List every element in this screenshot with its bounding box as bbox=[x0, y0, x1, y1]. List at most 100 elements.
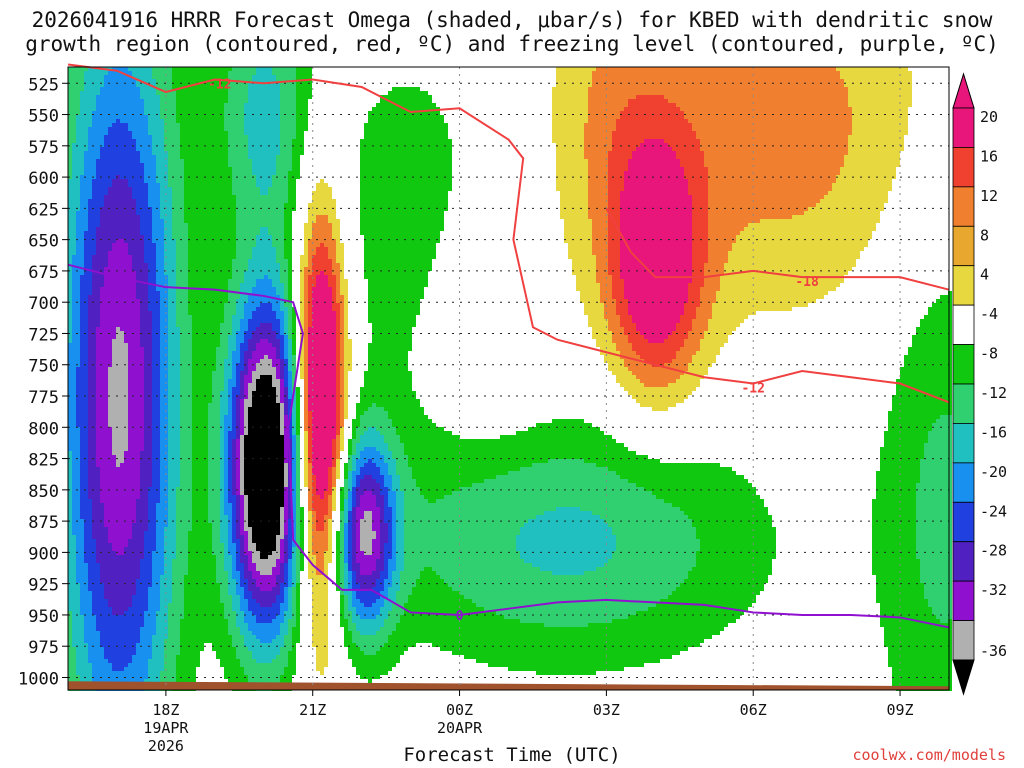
omega-cell bbox=[168, 307, 172, 311]
omega-cell bbox=[76, 167, 80, 171]
omega-cell bbox=[188, 319, 192, 323]
omega-cell bbox=[108, 587, 112, 591]
omega-cell bbox=[72, 319, 76, 323]
omega-cell bbox=[112, 399, 116, 403]
omega-cell bbox=[128, 399, 132, 403]
omega-cell bbox=[112, 231, 116, 235]
omega-cell bbox=[72, 87, 76, 91]
omega-cell bbox=[184, 207, 188, 211]
omega-cell bbox=[184, 351, 188, 355]
omega-cell bbox=[144, 527, 148, 531]
omega-cell bbox=[132, 559, 136, 563]
omega-cell bbox=[136, 375, 140, 379]
omega-cell bbox=[68, 179, 72, 183]
omega-cell bbox=[192, 127, 196, 131]
omega-cell bbox=[68, 351, 72, 355]
omega-cell bbox=[80, 111, 84, 115]
omega-cell bbox=[108, 75, 112, 79]
omega-cell bbox=[144, 459, 148, 463]
omega-cell bbox=[124, 147, 128, 151]
omega-cell bbox=[96, 543, 100, 547]
omega-cell bbox=[100, 207, 104, 211]
omega-cell bbox=[132, 315, 136, 319]
omega-cell bbox=[152, 343, 156, 347]
omega-cell bbox=[152, 395, 156, 399]
omega-cell bbox=[136, 183, 140, 187]
omega-cell bbox=[72, 587, 76, 591]
omega-cell bbox=[120, 107, 124, 111]
omega-cell bbox=[156, 515, 160, 519]
omega-cell bbox=[180, 563, 184, 567]
omega-cell bbox=[132, 231, 136, 235]
omega-cell bbox=[68, 635, 72, 639]
omega-cell bbox=[116, 367, 120, 371]
omega-cell bbox=[72, 555, 76, 559]
omega-cell bbox=[104, 395, 108, 399]
omega-cell bbox=[136, 191, 140, 195]
omega-cell bbox=[168, 123, 172, 127]
omega-cell bbox=[92, 539, 96, 543]
omega-cell bbox=[168, 343, 172, 347]
omega-cell bbox=[72, 439, 76, 443]
omega-cell bbox=[80, 671, 84, 675]
omega-cell bbox=[156, 483, 160, 487]
omega-cell bbox=[172, 203, 176, 207]
omega-cell bbox=[192, 655, 196, 659]
omega-cell bbox=[148, 539, 152, 543]
omega-cell bbox=[160, 471, 164, 475]
omega-cell bbox=[132, 503, 136, 507]
omega-cell bbox=[84, 235, 88, 239]
omega-cell bbox=[160, 451, 164, 455]
omega-cell bbox=[144, 479, 148, 483]
omega-cell bbox=[152, 619, 156, 623]
omega-cell bbox=[92, 203, 96, 207]
omega-cell bbox=[188, 275, 192, 279]
omega-cell bbox=[148, 619, 152, 623]
omega-cell bbox=[188, 495, 192, 499]
omega-cell bbox=[184, 151, 188, 155]
omega-cell bbox=[68, 547, 72, 551]
omega-cell bbox=[96, 559, 100, 563]
omega-cell bbox=[116, 535, 120, 539]
omega-cell bbox=[188, 211, 192, 215]
omega-cell bbox=[88, 79, 92, 83]
omega-cell bbox=[128, 455, 132, 459]
omega-cell bbox=[136, 571, 140, 575]
omega-cell bbox=[180, 371, 184, 375]
omega-cell bbox=[148, 515, 152, 519]
omega-cell bbox=[92, 451, 96, 455]
omega-cell bbox=[108, 623, 112, 627]
omega-cell bbox=[136, 523, 140, 527]
omega-cell bbox=[188, 115, 192, 119]
omega-cell bbox=[120, 279, 124, 283]
omega-cell bbox=[88, 587, 92, 591]
omega-cell bbox=[84, 135, 88, 139]
omega-cell bbox=[132, 495, 136, 499]
omega-cell bbox=[132, 667, 136, 671]
omega-cell bbox=[184, 415, 188, 419]
omega-cell bbox=[88, 383, 92, 387]
omega-cell bbox=[160, 459, 164, 463]
omega-cell bbox=[112, 623, 116, 627]
omega-cell bbox=[108, 603, 112, 607]
omega-cell bbox=[148, 627, 152, 631]
omega-cell bbox=[120, 367, 124, 371]
omega-cell bbox=[84, 359, 88, 363]
omega-cell bbox=[140, 163, 144, 167]
omega-cell bbox=[80, 463, 84, 467]
omega-cell bbox=[80, 99, 84, 103]
omega-cell bbox=[80, 539, 84, 543]
omega-cell bbox=[96, 571, 100, 575]
omega-cell bbox=[188, 379, 192, 383]
omega-cell bbox=[148, 307, 152, 311]
omega-cell bbox=[160, 103, 164, 107]
omega-cell bbox=[76, 195, 80, 199]
omega-cell bbox=[132, 431, 136, 435]
omega-cell bbox=[120, 271, 124, 275]
omega-cell bbox=[120, 111, 124, 115]
omega-cell bbox=[140, 479, 144, 483]
omega-cell bbox=[84, 99, 88, 103]
omega-cell bbox=[80, 567, 84, 571]
omega-cell bbox=[120, 443, 124, 447]
omega-cell bbox=[156, 223, 160, 227]
